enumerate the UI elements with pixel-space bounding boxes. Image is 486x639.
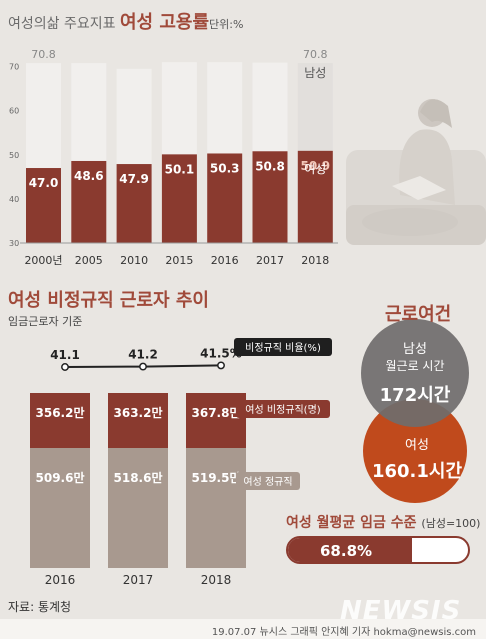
female-value-label: 50.8	[255, 159, 285, 173]
male-last-label: 70.8	[303, 48, 328, 61]
y-tick-label: 30	[9, 239, 19, 248]
female-value-label: 50.3	[210, 161, 240, 175]
male-hours-circle	[361, 319, 469, 427]
legs-shape	[362, 208, 458, 236]
wage-title: 여성 월평균 임금 수준 (남성=100)	[286, 512, 480, 532]
male-circle-text: 남성 월근로 시간 172시간	[355, 338, 475, 407]
female-bar	[297, 150, 333, 243]
female-value-label: 48.6	[74, 169, 104, 183]
male-label: 남성	[403, 342, 427, 357]
ratio-point	[217, 361, 225, 370]
female-value-label: 50.9	[300, 159, 330, 173]
nonregular-bar	[108, 393, 168, 448]
wage-note: (남성=100)	[421, 517, 481, 530]
wage-bar: 68.8%	[286, 536, 470, 564]
female-value-label: 47.0	[29, 176, 59, 190]
wage-title-text: 여성 월평균 임금 수준	[286, 515, 417, 531]
book-shape	[392, 176, 446, 200]
chart2-title: 여성 비정규직 근로자 추이	[8, 290, 209, 311]
ratio-value-label: 41.2	[128, 348, 158, 362]
regular-value-label: 518.6만	[114, 470, 163, 485]
regular-legend-tag	[236, 472, 300, 490]
female-bar	[116, 164, 152, 243]
wage-bar-fill	[288, 538, 412, 562]
x-category-label: 2018	[201, 573, 232, 587]
y-tick-label: 70	[9, 63, 19, 72]
female-bar	[252, 151, 288, 243]
female-label: 여성	[405, 438, 429, 453]
x-category-label: 2000년	[24, 254, 62, 267]
female-hours: 160.1시간	[371, 461, 463, 482]
regular-value-label: 519.5만	[192, 470, 241, 485]
female-bar	[71, 160, 107, 243]
x-category-label: 2005	[75, 254, 103, 267]
nonregular-value-label: 356.2만	[36, 405, 85, 420]
male-hours: 172시간	[379, 385, 451, 406]
legend-male: 남성	[304, 66, 326, 80]
female-bar	[26, 168, 61, 243]
x-category-label: 2015	[165, 254, 193, 267]
y-tick-label: 60	[9, 107, 19, 116]
female-bar	[207, 153, 243, 243]
female-value-label: 50.1	[165, 162, 195, 176]
nonregular-legend-text: 여성 비정규직(명)	[245, 404, 320, 416]
chart1-unit: 단위:%	[209, 18, 244, 31]
footer-bar	[0, 619, 486, 639]
x-category-label: 2017	[256, 254, 284, 267]
male-sub-label: 월근로 시간	[385, 359, 445, 373]
y-tick-label: 40	[9, 195, 19, 204]
wage-value: 68.8%	[320, 542, 373, 560]
x-category-label: 2016	[211, 254, 239, 267]
chart1-title-highlight: 여성 고용률	[119, 12, 210, 33]
ratio-point	[139, 362, 147, 371]
nonregular-bar	[186, 393, 246, 448]
chart1-title-prefix: 여성의삶 주요지표	[8, 16, 116, 32]
x-category-label: 2016	[45, 573, 76, 587]
female-value-label: 47.9	[119, 172, 149, 186]
regular-bar	[108, 448, 168, 568]
work-title: 근로여건	[385, 304, 452, 325]
nonregular-legend-tag	[236, 400, 330, 418]
ratio-value-label: 41.5%	[200, 346, 242, 360]
ratio-value-label: 41.1	[50, 348, 80, 362]
y-tick-label: 50	[9, 151, 19, 160]
credit-line: 19.07.07 뉴시스 그래픽 안지혜 기자 hokma@newsis.com	[211, 627, 476, 638]
chart2-subtitle: 임금근로자 기준	[8, 315, 83, 328]
x-category-label: 2017	[123, 573, 154, 587]
female-hours-circle	[363, 399, 467, 503]
female-circle-text: 여성 160.1시간	[357, 434, 477, 483]
nonregular-bar	[30, 393, 90, 448]
nonregular-value-label: 363.2만	[114, 405, 163, 420]
x-category-label: 2010	[120, 254, 148, 267]
male-first-label: 70.8	[31, 48, 56, 61]
hair-shape	[420, 99, 452, 128]
legend-female: 여성	[304, 162, 326, 176]
chart1-title: 여성의삶 주요지표 여성 고용률단위:%	[8, 8, 243, 34]
ratio-point	[61, 363, 69, 371]
female-bar	[161, 154, 197, 243]
ratio-legend-text: 비정규직 비율(%)	[245, 342, 321, 354]
nonregular-value-label: 367.8만	[192, 405, 241, 420]
ratio-legend-tag	[234, 338, 332, 356]
regular-bar	[30, 448, 90, 568]
regular-bar	[186, 448, 246, 568]
regular-legend-text: 여성 정규직	[243, 476, 292, 488]
source-note: 자료: 통계청	[8, 600, 72, 614]
regular-value-label: 509.6만	[36, 470, 85, 485]
x-category-label: 2018	[301, 254, 329, 267]
